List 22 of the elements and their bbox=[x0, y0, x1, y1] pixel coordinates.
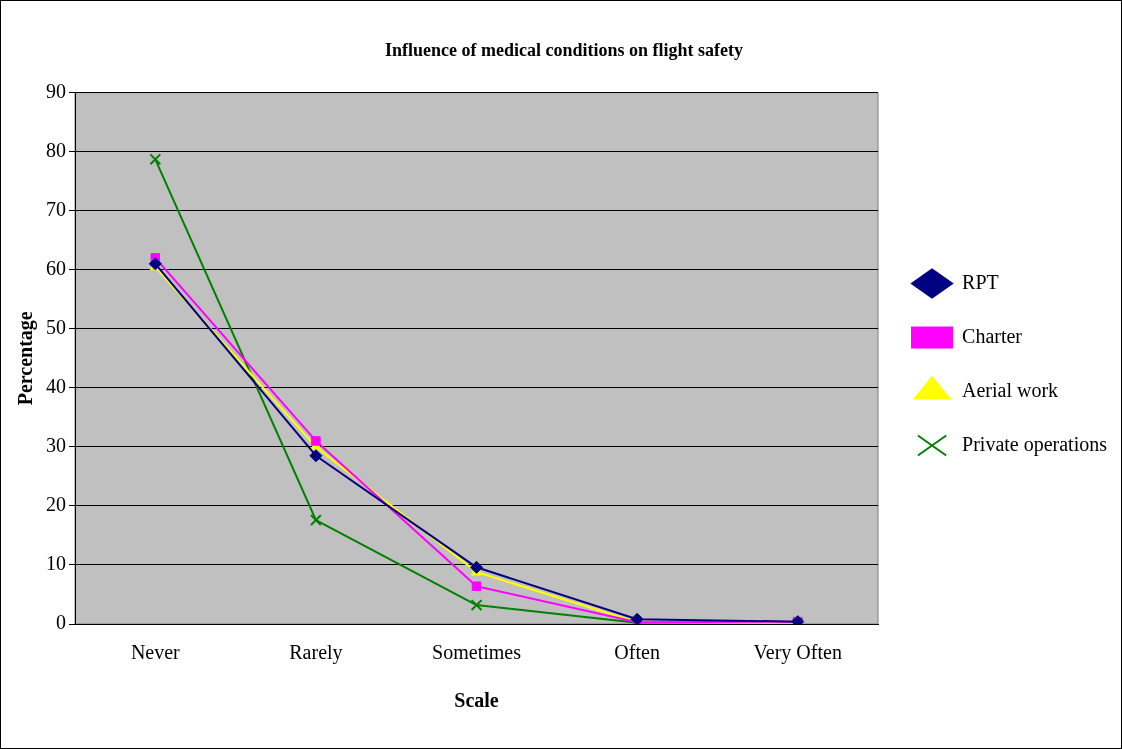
y-tick-label: 50 bbox=[46, 316, 66, 339]
y-tick-label: 70 bbox=[46, 197, 66, 220]
x-tick-label: Rarely bbox=[289, 641, 343, 665]
y-tick-label: 90 bbox=[46, 79, 66, 102]
y-tick-label: 80 bbox=[46, 138, 66, 161]
x-tick-label: Never bbox=[130, 641, 181, 664]
legend-label: Charter bbox=[962, 324, 1023, 347]
y-tick-label: 40 bbox=[46, 375, 66, 398]
y-tick-label: 0 bbox=[56, 611, 66, 634]
x-tick-label: Often bbox=[614, 641, 660, 664]
chart-title: Influence of medical conditions on flight safety bbox=[385, 40, 743, 61]
x-tick-label: Very Often bbox=[753, 641, 842, 665]
y-tick-label: 30 bbox=[46, 434, 66, 457]
y-axis-title: Percentage bbox=[14, 311, 38, 406]
legend-label: RPT bbox=[962, 270, 999, 293]
x-axis-title: Scale bbox=[454, 689, 499, 712]
x-tick-label: Sometimes bbox=[432, 641, 522, 664]
y-tick-label: 10 bbox=[46, 552, 66, 575]
legend-label: Aerial work bbox=[962, 378, 1059, 401]
legend-label: Private operations bbox=[962, 432, 1108, 456]
y-tick-label: 60 bbox=[46, 256, 66, 279]
y-tick-label: 20 bbox=[46, 493, 66, 516]
